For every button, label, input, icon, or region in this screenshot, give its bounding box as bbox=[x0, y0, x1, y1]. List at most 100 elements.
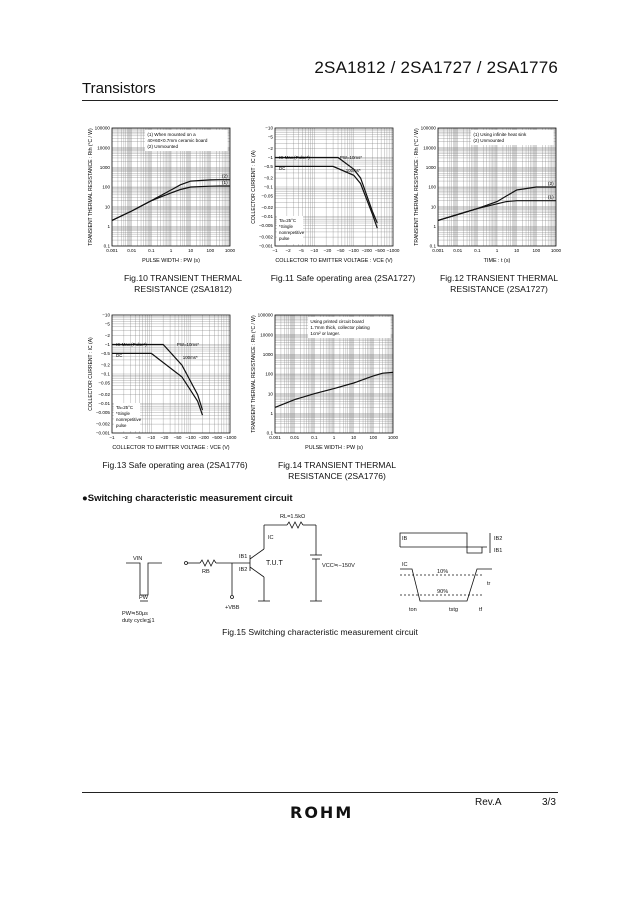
series-label: (1) bbox=[548, 195, 554, 200]
annotation-10ms: PW=10ms* bbox=[177, 342, 199, 347]
y-tick-label: −0.02 bbox=[98, 392, 110, 397]
y-tick-label: −5 bbox=[105, 321, 111, 326]
rohm-logo: ROHM bbox=[290, 803, 354, 822]
x-tick-label: −500 bbox=[212, 435, 223, 440]
ib2-circuit-label: IB2 bbox=[239, 567, 247, 573]
y-tick-label: −0.1 bbox=[264, 185, 274, 190]
y-tick-label: −0.1 bbox=[101, 372, 111, 377]
caption-fig10-line1: Fig.10 TRANSIENT THERMAL bbox=[124, 273, 242, 283]
x-axis-label: COLLECTOR TO EMITTER VOLTAGE : VCE (V) bbox=[112, 445, 229, 451]
pw-note-1: PW≒50μs bbox=[122, 611, 148, 617]
annotation-note: nonrepetitive bbox=[116, 417, 142, 422]
annotation-icmax: IC Max.(Pulse*) bbox=[279, 155, 310, 160]
rb-label: RB bbox=[202, 569, 210, 575]
waveform-ib-label: IB bbox=[402, 536, 408, 542]
x-tick-label: −100 bbox=[185, 435, 196, 440]
caption-fig10-line2: RESISTANCE (2SA1812) bbox=[134, 283, 232, 294]
x-tick-label: −200 bbox=[362, 248, 373, 253]
y-tick-label: −0.2 bbox=[264, 176, 274, 181]
series-line bbox=[275, 165, 378, 229]
x-tick-label: 1 bbox=[333, 435, 336, 440]
y-tick-label: 1000 bbox=[263, 352, 274, 357]
x-tick-label: −10 bbox=[147, 435, 155, 440]
rl-resistor bbox=[286, 521, 304, 529]
x-tick-label: −500 bbox=[375, 248, 386, 253]
x-tick-label: −10 bbox=[310, 248, 318, 253]
x-tick-label: 0.01 bbox=[127, 248, 136, 253]
y-tick-label: 10000 bbox=[97, 145, 110, 150]
y-tick-label: −0.002 bbox=[259, 235, 274, 240]
input-pulse bbox=[126, 562, 162, 596]
annotation-dc: DC bbox=[279, 166, 285, 171]
x-tick-label: 0.1 bbox=[148, 248, 155, 253]
x-tick-label: 100 bbox=[206, 248, 214, 253]
annotation-10ms: PW=10ms* bbox=[340, 155, 362, 160]
x-tick-label: −1 bbox=[272, 248, 278, 253]
x-axis-label: PULSE WIDTH : PW (s) bbox=[305, 445, 363, 451]
x-tick-label: −1 bbox=[109, 435, 115, 440]
pw-note-2: duty cycle≦1 bbox=[122, 618, 155, 624]
series-line bbox=[275, 156, 378, 224]
legend-box bbox=[145, 130, 228, 151]
y-tick-label: 100 bbox=[265, 372, 273, 377]
x-tick-label: 1000 bbox=[388, 435, 399, 440]
grid bbox=[111, 128, 230, 247]
y-tick-label: −0.05 bbox=[98, 380, 110, 385]
annotation-dc: DC bbox=[116, 353, 122, 358]
vbb-label: +VBB bbox=[225, 605, 240, 611]
series-line bbox=[111, 179, 230, 221]
caption-fig12: Fig.12 TRANSIENT THERMAL RESISTANCE (2SA… bbox=[424, 273, 574, 294]
x-tick-label: −5 bbox=[136, 435, 142, 440]
y-tick-label: −0.5 bbox=[101, 351, 111, 356]
annotation-box bbox=[277, 216, 303, 244]
x-tick-label: 100 bbox=[532, 248, 540, 253]
y-tick-label: −2 bbox=[105, 333, 111, 338]
caption-fig14: Fig.14 TRANSIENT THERMAL RESISTANCE (2SA… bbox=[262, 460, 412, 481]
tstg-label: tstg bbox=[449, 607, 458, 613]
legend-box bbox=[471, 130, 554, 145]
caption-fig13: Fig.13 Safe operating area (2SA1776) bbox=[102, 460, 248, 470]
vcc-label: VCC≒−150V bbox=[322, 563, 355, 569]
legend-entry: (2) Unmounted bbox=[473, 138, 504, 143]
annotation-icmax: IC Max.(Pulse*) bbox=[116, 342, 147, 347]
chart-fig11: −1 −2 −5 −10 −20 −50 −100 −200 −500 −1000 −10 −5 −2 −… bbox=[245, 118, 400, 268]
legend-entry: (1) Using infinite heat sink bbox=[473, 132, 527, 137]
annotation-note: pulse bbox=[279, 236, 290, 241]
legend-box bbox=[308, 317, 391, 338]
document-title: 2SA1812 / 2SA1727 / 2SA1776 bbox=[314, 58, 558, 77]
y-tick-label: −0.001 bbox=[259, 244, 274, 249]
y-tick-label: −0.2 bbox=[101, 363, 111, 368]
annotation-100ms: 100ms* bbox=[183, 355, 198, 360]
y-tick-label: −10 bbox=[265, 126, 273, 131]
x-tick-label: 0.1 bbox=[474, 248, 481, 253]
chart-fig13: −1 −2 −5 −10 −20 −50 −100 −200 −500 −1000 −10 −5 −2 −… bbox=[82, 305, 237, 455]
header-rule bbox=[82, 100, 558, 101]
waveform-ic-label: IC bbox=[402, 562, 408, 568]
y-axis-label: COLLECTOR CURRENT : IC (A) bbox=[251, 150, 257, 224]
x-tick-label: −1000 bbox=[387, 248, 400, 253]
y-axis-label: TRANSIENT THERMAL RESISTANCE : Rth (°C /… bbox=[88, 128, 94, 246]
annotation-box bbox=[114, 403, 140, 431]
y-tick-label: 10 bbox=[268, 391, 274, 396]
x-tick-label: 0.01 bbox=[453, 248, 462, 253]
annotation-note: *Single bbox=[116, 411, 130, 416]
input-terminal bbox=[184, 561, 188, 565]
plot-frame bbox=[111, 314, 231, 434]
x-tick-label: 1000 bbox=[551, 248, 562, 253]
y-tick-label: −0.5 bbox=[264, 164, 274, 169]
ic-arrow-label: IC bbox=[268, 535, 274, 541]
y-tick-label: −0.02 bbox=[261, 205, 273, 210]
caption-fig14-line2: RESISTANCE (2SA1776) bbox=[288, 470, 386, 481]
annotation-note: *Single bbox=[279, 224, 293, 229]
y-tick-label: 100000 bbox=[258, 313, 274, 318]
x-tick-label: −5 bbox=[299, 248, 305, 253]
caption-fig12-line1: Fig.12 TRANSIENT THERMAL bbox=[440, 273, 558, 283]
y-tick-label: −0.005 bbox=[259, 223, 274, 228]
ic-waveform bbox=[400, 568, 492, 602]
y-tick-label: 10000 bbox=[423, 145, 436, 150]
footer-rule bbox=[82, 792, 558, 793]
y-tick-label: −1 bbox=[268, 155, 274, 160]
y-tick-label: −0.005 bbox=[96, 410, 111, 415]
x-tick-label: 0.01 bbox=[290, 435, 299, 440]
legend-entry: 40×60×0.7mm ceramic board bbox=[147, 138, 207, 143]
